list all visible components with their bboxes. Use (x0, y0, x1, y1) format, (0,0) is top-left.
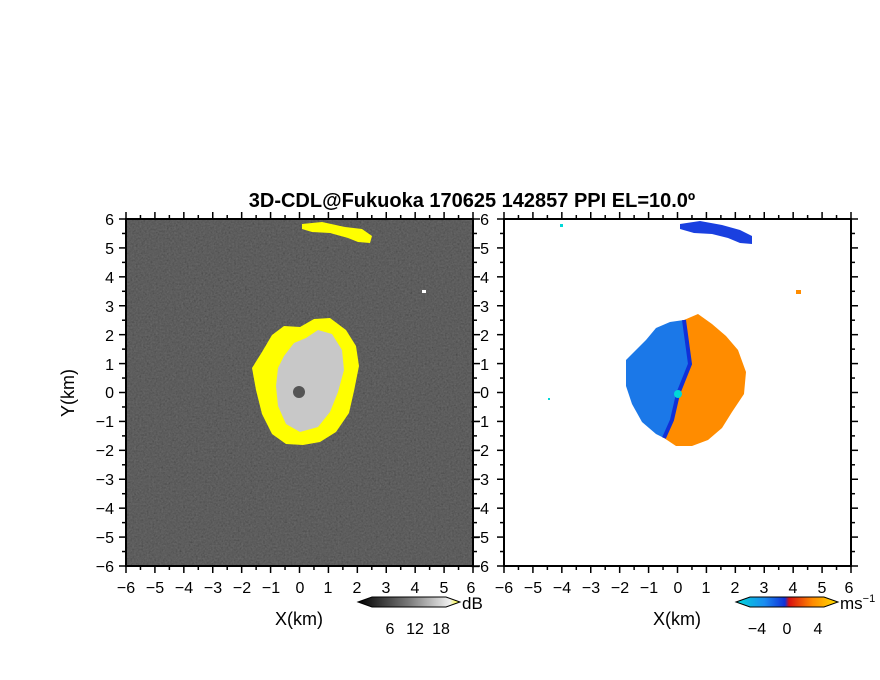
velocity-colorbar-unit: ms−1 (840, 593, 875, 613)
reflectivity-y-tick-label: 3 (105, 299, 114, 316)
velocity-x-tick-label: 0 (674, 580, 683, 597)
reflectivity-x-tick-label: −2 (233, 580, 251, 597)
velocity-y-tick-label: 0 (480, 385, 489, 402)
velocity-colorbar-bar (734, 596, 840, 608)
velocity-y-tick-label: −3 (471, 472, 489, 489)
reflectivity-y-tick-label: 5 (105, 241, 114, 258)
reflectivity-y-tick-label: −1 (96, 414, 114, 431)
reflectivity-x-tick-label: −3 (204, 580, 222, 597)
reflectivity-colorbar-tick: 6 (386, 621, 395, 638)
velocity-y-tick-label: 3 (480, 299, 489, 316)
reflectivity-y-tick-label: −6 (96, 559, 114, 576)
reflectivity-y-tick-label: 2 (105, 328, 114, 345)
reflectivity-y-tick-label: −5 (96, 530, 114, 547)
reflectivity-y-tick-label: 6 (105, 212, 114, 229)
reflectivity-panel: −6 −5 −4 −3 −2 −1 0 1 2 3 4 5 6 6 5 4 3 … (58, 212, 483, 638)
velocity-x-tick-label: −3 (582, 580, 600, 597)
reflectivity-x-tick-label: 2 (353, 580, 362, 597)
reflectivity-colorbar-tick: 12 (406, 621, 424, 638)
velocity-x-tick-label: 3 (760, 580, 769, 597)
velocity-top-echo (680, 221, 752, 244)
reflectivity-x-tick-label: −5 (146, 580, 164, 597)
velocity-y-tick-label: −2 (471, 443, 489, 460)
reflectivity-colorbar-tick: 18 (432, 621, 450, 638)
velocity-y-tick-label: −5 (471, 530, 489, 547)
velocity-x-tick-label: −6 (495, 580, 513, 597)
reflectivity-x-tick-label: −1 (262, 580, 280, 597)
velocity-x-tick-label: 6 (845, 580, 854, 597)
velocity-x-tick-label: −4 (553, 580, 571, 597)
radar-site-marker (293, 386, 305, 398)
echo-main-core (276, 330, 344, 432)
reflectivity-x-tick-label: 4 (411, 580, 420, 597)
velocity-colorbar-unit-base: ms (840, 594, 863, 613)
velocity-colorbar-tick: 4 (814, 621, 823, 638)
echo-top-yellow (302, 222, 372, 243)
velocity-colorbar: ms−1 −4 0 4 (734, 593, 875, 638)
velocity-outbound-region (664, 314, 746, 446)
velocity-speck (796, 290, 801, 294)
velocity-colorbar-unit-exp: −1 (863, 593, 876, 605)
velocity-colorbar-tick: 0 (783, 621, 792, 638)
velocity-y-tick-label: −1 (471, 414, 489, 431)
reflectivity-y-tick-label: −3 (96, 472, 114, 489)
echo-speck (422, 290, 426, 293)
velocity-x-tick-label: 1 (702, 580, 711, 597)
reflectivity-colorbar: dB 6 12 18 (356, 594, 483, 638)
velocity-site-marker (674, 390, 682, 398)
reflectivity-y-tick-label: 1 (105, 357, 114, 374)
velocity-speck (560, 224, 563, 227)
velocity-colorbar-tick: −4 (748, 621, 766, 638)
reflectivity-x-tick-label: 3 (382, 580, 391, 597)
velocity-x-tick-label: 5 (818, 580, 827, 597)
velocity-x-tick-label: −2 (611, 580, 629, 597)
reflectivity-x-tick-label: −4 (175, 580, 193, 597)
reflectivity-colorbar-unit: dB (462, 594, 483, 613)
reflectivity-ticks (119, 212, 480, 573)
reflectivity-x-axis-label: X(km) (275, 609, 323, 629)
velocity-y-tick-label: 1 (480, 357, 489, 374)
reflectivity-x-tick-label: 5 (440, 580, 449, 597)
velocity-x-tick-label: −1 (640, 580, 658, 597)
velocity-x-axis-label: X(km) (653, 609, 701, 629)
reflectivity-y-axis-label: Y(km) (58, 369, 78, 417)
velocity-ticks (497, 212, 858, 573)
velocity-y-tick-label: 5 (480, 241, 489, 258)
velocity-y-tick-label: −4 (471, 501, 489, 518)
velocity-panel: −6 −5 −4 −3 −2 −1 0 1 2 3 4 5 6 6 5 4 3 … (471, 212, 875, 638)
reflectivity-y-tick-label: −2 (96, 443, 114, 460)
velocity-y-tick-label: −6 (471, 559, 489, 576)
velocity-y-tick-label: 6 (480, 212, 489, 229)
velocity-y-tick-label: 4 (480, 270, 489, 287)
reflectivity-x-tick-label: −6 (117, 580, 135, 597)
velocity-speck (548, 398, 550, 400)
velocity-x-tick-label: −5 (524, 580, 542, 597)
reflectivity-y-tick-label: 4 (105, 270, 114, 287)
velocity-y-tick-label: 2 (480, 328, 489, 345)
reflectivity-x-tick-label: 0 (296, 580, 305, 597)
reflectivity-colorbar-bar (356, 596, 462, 608)
reflectivity-x-tick-label: 6 (467, 580, 476, 597)
reflectivity-x-tick-label: 1 (324, 580, 333, 597)
velocity-x-tick-label: 4 (789, 580, 798, 597)
velocity-x-tick-label: 2 (731, 580, 740, 597)
reflectivity-y-tick-label: 0 (105, 385, 114, 402)
figure-title: 3D-CDL@Fukuoka 170625 142857 PPI EL=10.0… (249, 190, 695, 212)
reflectivity-y-tick-label: −4 (96, 501, 114, 518)
